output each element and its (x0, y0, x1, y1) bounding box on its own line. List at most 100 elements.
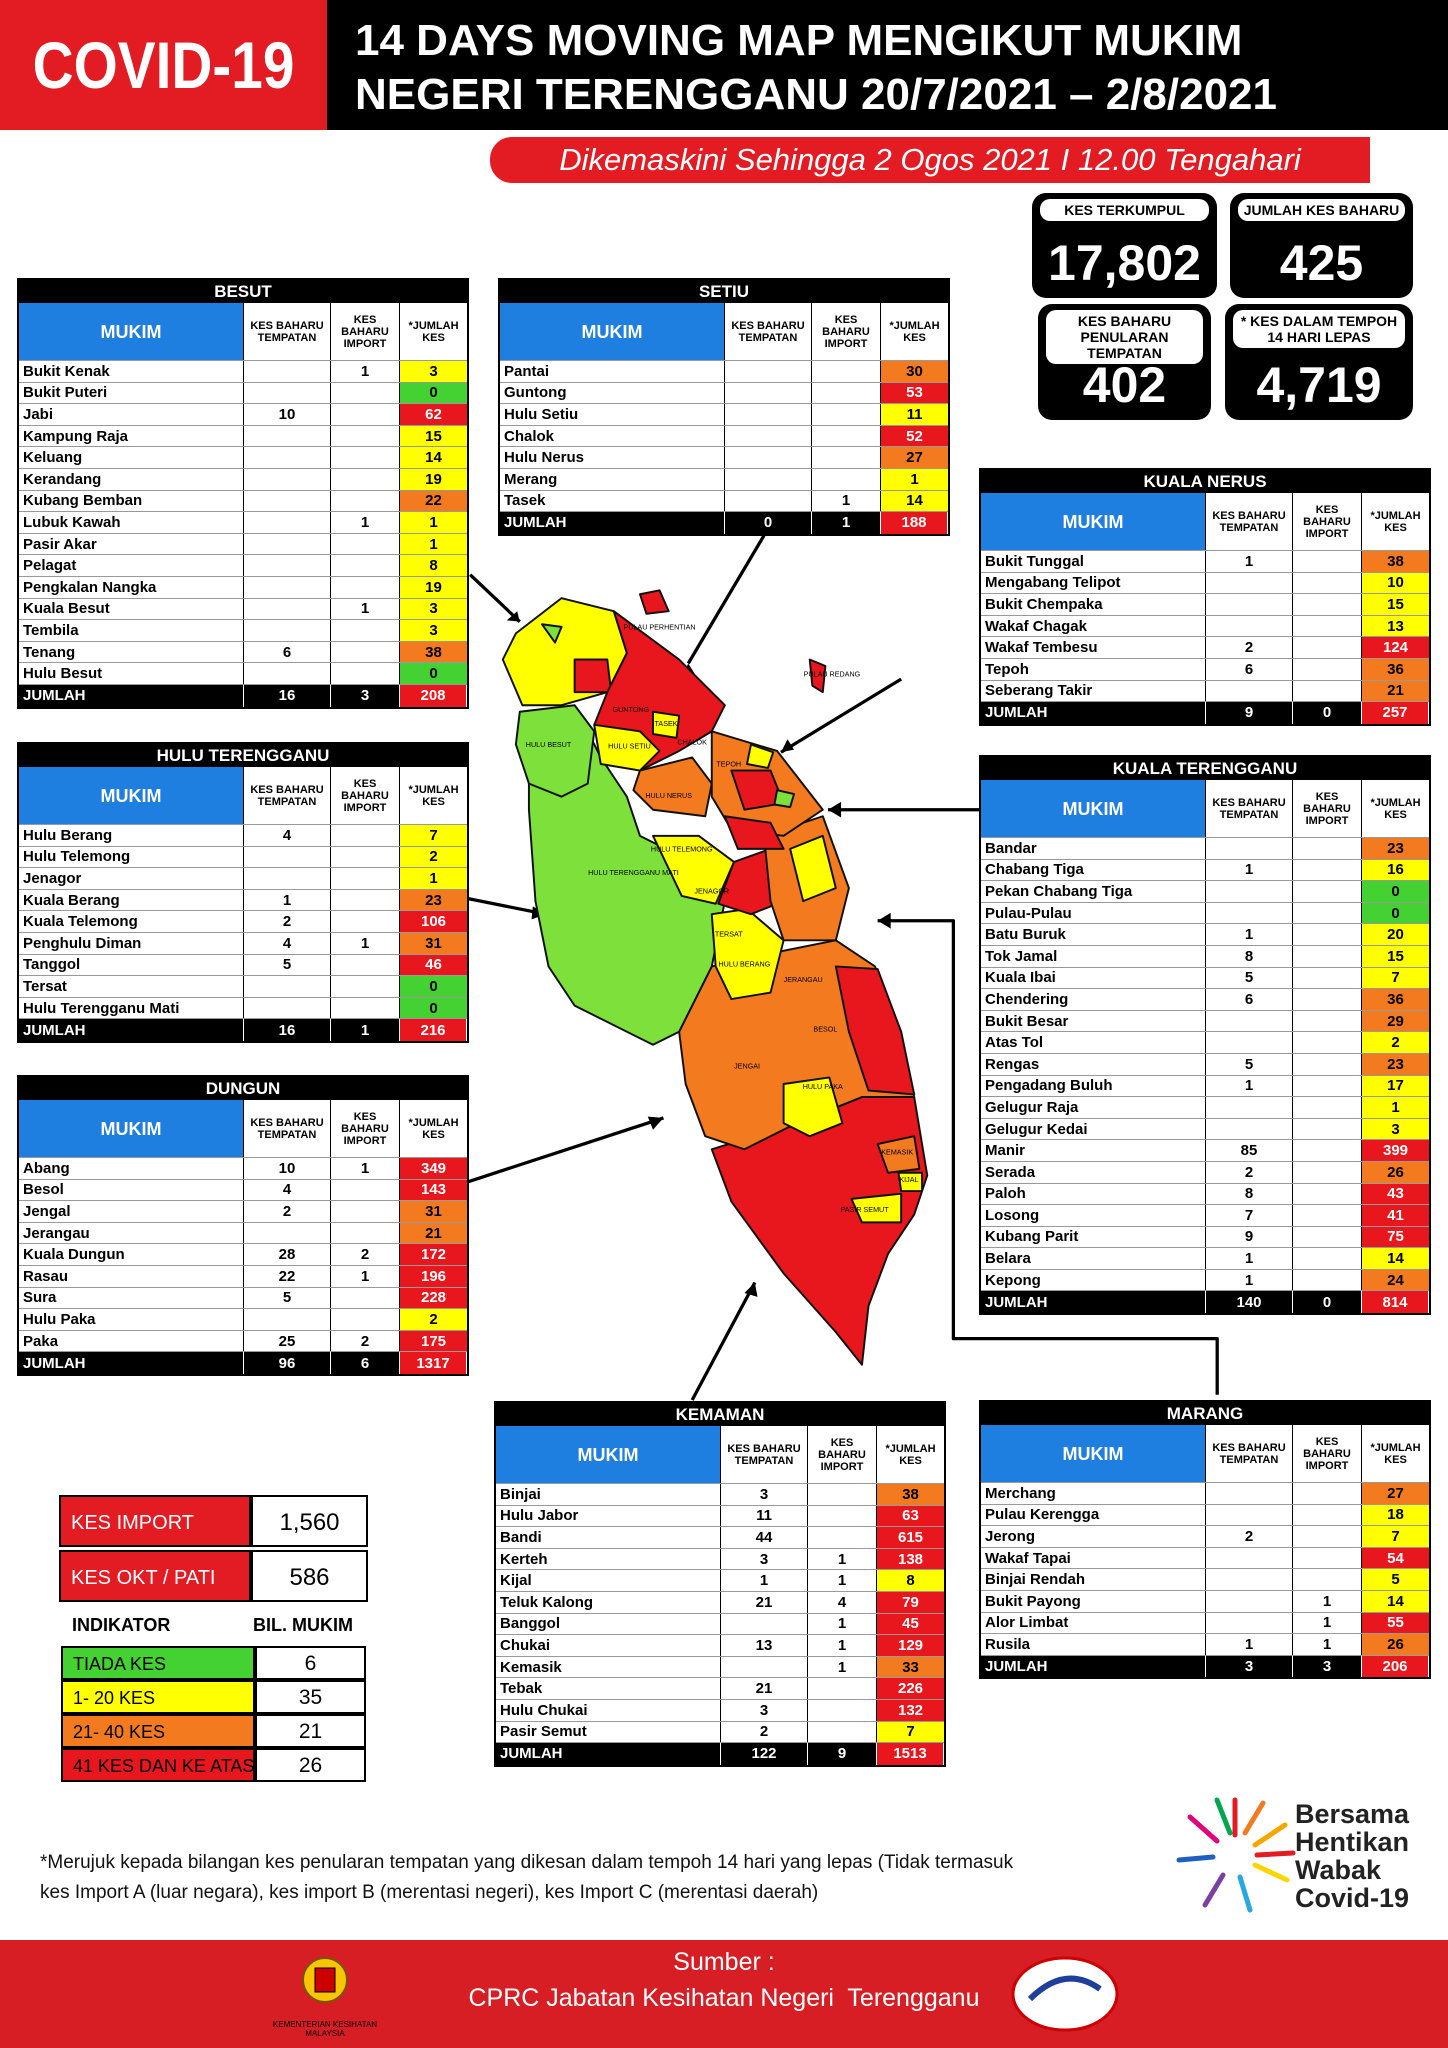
mukim-name: Alor Limbat (981, 1612, 1206, 1634)
cell (244, 425, 331, 447)
cell (244, 361, 331, 382)
cell (1206, 1569, 1293, 1590)
updated: Dikemaskini Sehingga 2 Ogos 2021 I 12.00… (490, 137, 1370, 183)
cell (331, 825, 400, 846)
cell: 23 (400, 889, 467, 911)
total-label: JUMLAH (981, 1655, 1206, 1678)
table-row: Rengas 5 23 (981, 1053, 1429, 1076)
cell: 6 (1206, 989, 1293, 1010)
cell: 1 (331, 932, 400, 954)
indicator-count: 35 (255, 1680, 366, 1714)
total-cell: 3 (331, 684, 400, 707)
cell: 1 (808, 1635, 877, 1656)
cell: 615 (877, 1527, 944, 1548)
table-row: Tepoh 6 36 (981, 658, 1429, 681)
table-title: SETIU (500, 280, 948, 303)
campaign-logo (1176, 1797, 1296, 1913)
table-row: Bandar 23 (981, 838, 1429, 860)
cell: 31 (400, 932, 467, 954)
table-row: Hulu Terengganu Mati 0 (19, 997, 467, 1020)
cell: 0 (400, 976, 467, 997)
mukim-name: Keluang (19, 447, 244, 468)
cell: 2 (1362, 1032, 1429, 1053)
total-row: JUMLAH 96 6 1317 (19, 1352, 467, 1374)
table-row: Manir 85 399 (981, 1140, 1429, 1162)
cell (244, 976, 331, 997)
cell: 43 (1362, 1183, 1429, 1205)
cell (812, 425, 881, 447)
table-row: Tersat 0 (19, 976, 467, 998)
cell: 21 (721, 1678, 808, 1699)
table-row: Jerong 2 7 (981, 1526, 1429, 1548)
column-header: MUKIM (500, 303, 725, 360)
cell (1206, 1504, 1293, 1526)
cell: 1 (808, 1548, 877, 1570)
mukim-name: Atas Tol (981, 1032, 1206, 1053)
cell: 26 (1362, 1161, 1429, 1183)
total-cell: 0 (1293, 1291, 1362, 1314)
cell: 1 (1293, 1612, 1362, 1634)
stat-box: KES TERKUMPUL 17,802 (1032, 193, 1217, 298)
cell: 3 (400, 598, 467, 620)
cell: 0 (400, 382, 467, 404)
column-header: KES BAHARU IMPORT (331, 767, 400, 824)
cell (721, 1613, 808, 1635)
column-header: *JUMLAH KES (1370, 796, 1421, 821)
cell (812, 468, 881, 490)
total-row: JUMLAH 9 0 257 (981, 702, 1429, 724)
cell (331, 447, 400, 468)
mukim-name: Banggol (496, 1613, 721, 1635)
cell: 138 (877, 1548, 944, 1570)
total-row: JUMLAH 3 3 206 (981, 1655, 1429, 1678)
cell (331, 425, 400, 447)
cell (331, 1179, 400, 1201)
table-row: Chukai 13 1 129 (496, 1635, 944, 1657)
cell: 2 (1206, 1526, 1293, 1547)
cell: 15 (1362, 594, 1429, 615)
mukim-name: Chendering (981, 989, 1206, 1010)
cell (331, 911, 400, 932)
mukim-name: Merang (500, 468, 725, 490)
cell (1293, 945, 1362, 967)
mukim-name: Bukit Tunggal (981, 551, 1206, 572)
cell (331, 868, 400, 889)
cell: 19 (400, 576, 467, 598)
cell: 14 (400, 447, 467, 468)
cell (1293, 594, 1362, 615)
table-row: Kuala Berang 1 23 (19, 889, 467, 912)
cell: 1 (1206, 1248, 1293, 1269)
cell: 349 (400, 1158, 467, 1179)
title: 14 DAYS MOVING MAP MENGIKUT MUKIM (355, 16, 1243, 65)
table-row: Hulu Nerus 27 (500, 447, 948, 469)
mukim-name: Pasir Akar (19, 533, 244, 555)
mukim-name: Hulu Telemong (19, 846, 244, 868)
mukim-name: Manir (981, 1140, 1206, 1161)
table-row: Bukit Tunggal 1 38 (981, 551, 1429, 573)
table-row: Tanggol 5 46 (19, 954, 467, 977)
cell: 2 (1206, 637, 1293, 658)
cell (1293, 637, 1362, 658)
indicator-count: 6 (255, 1646, 366, 1680)
cell (1293, 680, 1362, 702)
table-row: Bukit Chempaka 15 (981, 594, 1429, 616)
cell (244, 576, 331, 598)
district-table: BESUT MUKIM KES BAHARU TEMPATAN KES BAHARU … (17, 278, 469, 709)
cell: 196 (400, 1265, 467, 1287)
cell (244, 997, 331, 1019)
table-row: Serada 2 26 (981, 1161, 1429, 1184)
mukim-name: Kampung Raja (19, 425, 244, 447)
cell: 2 (400, 1309, 467, 1330)
map-label: HULU SETIU (608, 742, 651, 750)
cell (331, 1287, 400, 1309)
cell (1293, 967, 1362, 989)
map-label: HULU NERUS (645, 792, 692, 800)
mukim-name: Wakaf Tapai (981, 1547, 1206, 1569)
cell (1206, 680, 1293, 702)
cell (331, 1309, 400, 1330)
cell: 7 (1362, 1526, 1429, 1547)
cell (244, 846, 331, 868)
cell: 14 (1362, 1590, 1429, 1612)
cell (244, 663, 331, 684)
table-row: Lubuk Kawah 1 1 (19, 512, 467, 534)
table-title: MARANG (981, 1402, 1429, 1425)
